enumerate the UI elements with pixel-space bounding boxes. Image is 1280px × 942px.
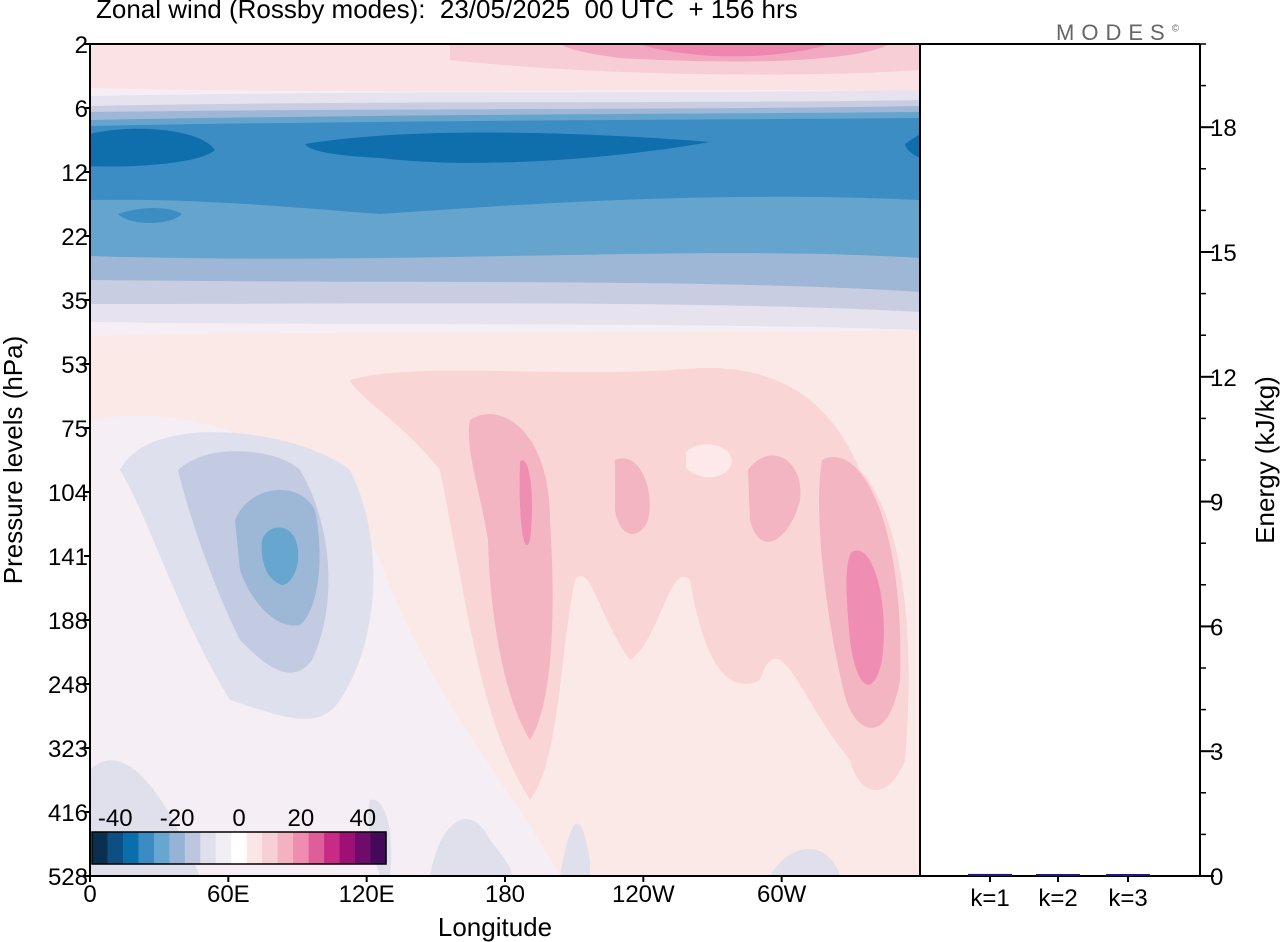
y-axis-label: Pressure levels (hPa) <box>0 336 28 585</box>
colorbar-swatch <box>231 832 248 864</box>
colorbar-swatch <box>370 832 387 864</box>
band-negative-5 <box>90 128 920 167</box>
colorbar-swatch <box>122 832 140 864</box>
energy-bar <box>1036 874 1080 876</box>
colorbar: -40 -20 0 20 40 <box>91 805 387 865</box>
energy-axis-label: Energy (kJ/kg) <box>1250 376 1280 544</box>
colorbar-tick-label: 20 <box>288 805 315 832</box>
chart-title: Zonal wind (Rossby modes): 23/05/2025 00… <box>96 0 798 24</box>
brand-text: MODES <box>1056 20 1172 45</box>
positive-hole <box>686 444 732 478</box>
colorbar-swatch <box>262 832 279 864</box>
y-tick-label: 323 <box>48 736 88 763</box>
energy-y-tick-label: 15 <box>1210 240 1237 267</box>
colorbar-swatch <box>215 832 232 864</box>
colorbar-swatch <box>293 832 310 864</box>
heatmap-field <box>90 44 920 876</box>
colorbar-tick-label: 40 <box>349 805 376 832</box>
x-tick-label: 180 <box>485 881 525 908</box>
colorbar-swatch <box>184 832 201 864</box>
energy-y-tick-label: 0 <box>1210 864 1223 891</box>
y-tick-label: 2 <box>75 32 88 59</box>
y-tick-label: 141 <box>48 544 88 571</box>
energy-y-tick-label: 6 <box>1210 614 1223 641</box>
colorbar-frame <box>91 831 387 865</box>
colorbar-tick-label: 0 <box>232 805 245 832</box>
energy-panel: 0 3 6 9 12 15 18 Energy (kJ/kg) k=1 k=2 k=3 <box>920 43 1280 912</box>
brand-mark: © <box>1171 23 1180 35</box>
energy-x-tick-label: k=2 <box>1038 885 1077 912</box>
energy-y-tick-label: 18 <box>1210 115 1237 142</box>
energy-y-tick-label: 9 <box>1210 490 1223 517</box>
colorbar-swatch <box>246 832 263 864</box>
energy-bar <box>968 873 1012 876</box>
colorbar-swatch <box>138 832 155 864</box>
colorbar-swatch <box>355 832 372 864</box>
x-axis-label: Longitude <box>438 912 552 942</box>
positive-region-2 <box>468 414 901 740</box>
x-tick-label: 60E <box>207 881 250 908</box>
y-tick-label: 35 <box>61 288 88 315</box>
band-negative-patch <box>118 208 182 223</box>
colorbar-swatch <box>339 832 356 864</box>
y-tick-label: 53 <box>61 352 88 379</box>
y-tick-label: 248 <box>48 672 88 699</box>
x-tick-label: 120E <box>339 881 395 908</box>
colorbar-swatch <box>200 832 217 864</box>
y-tick-label: 12 <box>61 160 88 187</box>
y-tick-label: 188 <box>48 608 88 635</box>
upper-bands <box>90 44 920 330</box>
energy-x-tick-label: k=3 <box>1108 885 1147 912</box>
x-tick-label: 120W <box>612 881 675 908</box>
energy-y-tick-label: 12 <box>1210 365 1237 392</box>
energy-y-tick-label: 3 <box>1210 739 1223 766</box>
y-tick-label: 416 <box>48 800 88 827</box>
colorbar-swatch <box>308 832 325 864</box>
energy-x-tick-label: k=1 <box>970 885 1009 912</box>
colorbar-swatch <box>277 832 294 864</box>
brand-logo: MODES© <box>1056 20 1179 46</box>
colorbar-swatch <box>92 832 109 864</box>
band-negative-4 <box>90 118 920 214</box>
y-tick-label: 528 <box>48 864 88 891</box>
x-tick-label: 60W <box>757 881 807 908</box>
y-tick-label: 6 <box>75 96 88 123</box>
colorbar-swatch <box>107 832 124 864</box>
colorbar-tick-label: -20 <box>160 805 195 832</box>
y-tick-label: 104 <box>48 480 88 507</box>
colorbar-tick-label: -40 <box>98 805 133 832</box>
y-tick-label: 75 <box>61 416 88 443</box>
negative-region-4 <box>261 527 299 585</box>
colorbar-swatch <box>324 832 341 864</box>
energy-bar <box>1106 874 1150 876</box>
y-tick-label: 22 <box>61 224 88 251</box>
band-positive-max-2 <box>640 44 830 57</box>
x-tick-label: 0 <box>83 881 96 908</box>
colorbar-swatch <box>169 832 186 864</box>
colorbar-swatch <box>153 832 170 864</box>
